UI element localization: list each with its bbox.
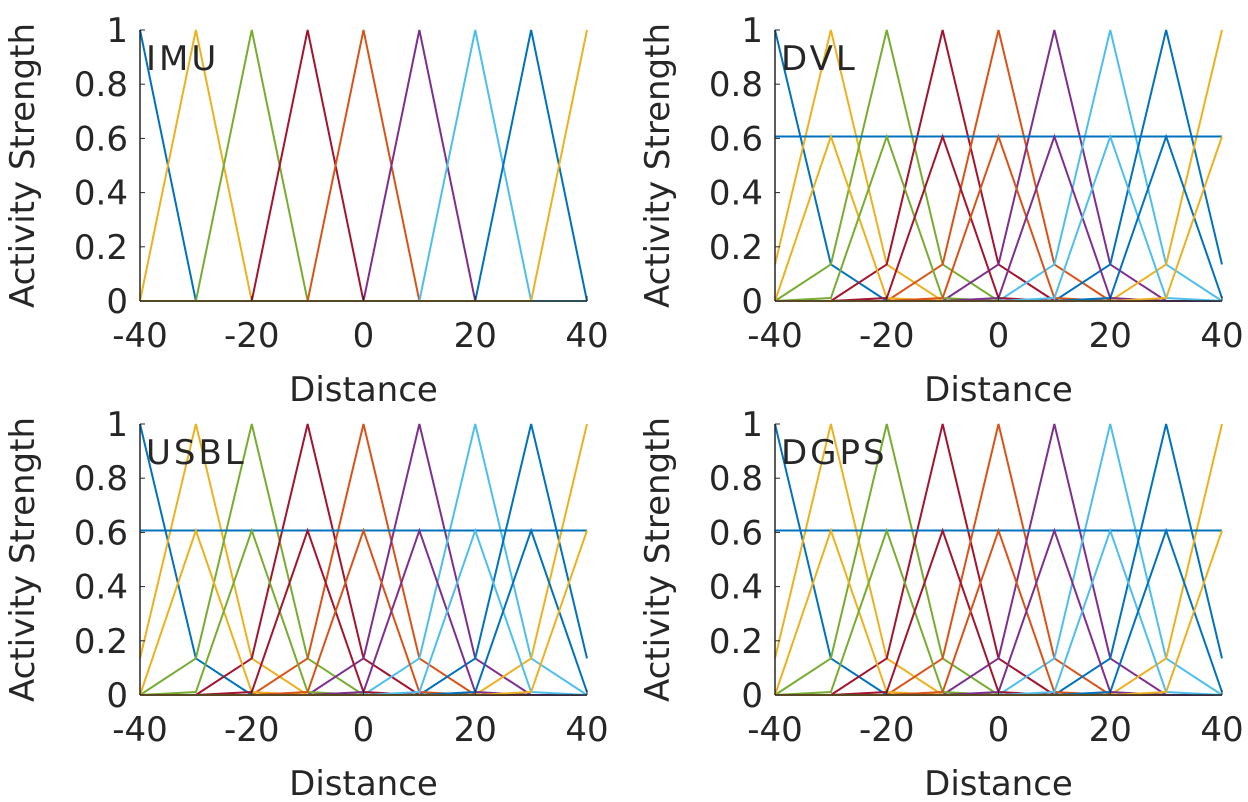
dgps-x-tick-label: -20: [859, 710, 915, 750]
panel-imu: -40 -20 0 20 40 0 0.2 0.4 0.6 0.8 1 Distance Activit…: [3, 11, 609, 410]
dgps-y-tick-label: 0.8: [709, 459, 763, 499]
dvl-y-tick-label: 0.2: [709, 228, 763, 268]
dvl-x-tick-label: -40: [747, 316, 803, 356]
usbl-y-tick-label: 0.8: [74, 459, 128, 499]
usbl-x-tick-label: 40: [565, 710, 608, 750]
imu-x-tick-label: 40: [565, 316, 608, 356]
dgps-y-axis-label: Activity Strength: [638, 417, 678, 702]
imu-y-axis-label: Activity Strength: [3, 23, 43, 308]
imu-x-tick-label: -40: [112, 316, 168, 356]
dvl-y-tick-label: 1: [741, 11, 763, 51]
usbl-y-tick-label: 1: [106, 405, 128, 445]
panel-usbl: -40 -20 0 20 40 0 0.2 0.4 0.6 0.8 1 Distance Activit…: [3, 405, 609, 802]
usbl-x-axis-label: Distance: [289, 764, 438, 802]
dvl-x-tick-label: 0: [988, 316, 1010, 356]
dvl-x-tick-label: 40: [1200, 316, 1243, 356]
dvl-y-tick-label: 0.6: [709, 119, 763, 159]
dvl-x-axis-label: Distance: [924, 370, 1073, 410]
usbl-panel-label: USBL: [146, 433, 247, 473]
dgps-y-tick-label: 0.4: [709, 568, 763, 608]
dvl-x-tick-label: -20: [859, 316, 915, 356]
imu-y-tick-label: 0: [106, 282, 128, 322]
imu-y-tick-label: 1: [106, 11, 128, 51]
usbl-x-tick-label: 0: [353, 710, 375, 750]
imu-x-tick-label: 20: [454, 316, 497, 356]
dgps-y-tick-label: 0.6: [709, 513, 763, 553]
panel-dvl: -40 -20 0 20 40 0 0.2 0.4 0.6 0.8 1 Distance Activit…: [638, 11, 1244, 410]
dvl-panel-label: DVL: [781, 39, 858, 79]
dvl-y-axis-label: Activity Strength: [638, 23, 678, 308]
dgps-y-tick-label: 1: [741, 405, 763, 445]
dgps-y-tick-label: 0: [741, 676, 763, 716]
dgps-x-tick-label: 20: [1089, 710, 1132, 750]
panel-dgps: -40 -20 0 20 40 0 0.2 0.4 0.6 0.8 1 Distance Activit…: [638, 405, 1244, 802]
dgps-panel-label: DGPS: [781, 433, 888, 473]
dgps-y-tick-label: 0.2: [709, 622, 763, 662]
imu-x-tick-label: -20: [224, 316, 280, 356]
usbl-x-tick-label: -40: [112, 710, 168, 750]
usbl-y-tick-label: 0.4: [74, 568, 128, 608]
imu-y-tick-label: 0.4: [74, 174, 128, 214]
dvl-y-tick-label: 0: [741, 282, 763, 322]
dgps-x-tick-label: 40: [1200, 710, 1243, 750]
usbl-y-tick-label: 0.6: [74, 513, 128, 553]
usbl-y-tick-label: 0: [106, 676, 128, 716]
usbl-x-tick-label: -20: [224, 710, 280, 750]
imu-x-tick-label: 0: [353, 316, 375, 356]
imu-y-tick-label: 0.6: [74, 119, 128, 159]
usbl-x-tick-label: 20: [454, 710, 497, 750]
dvl-y-tick-label: 0.4: [709, 174, 763, 214]
imu-panel-label: IMU: [146, 39, 219, 79]
imu-y-tick-label: 0.8: [74, 65, 128, 105]
usbl-y-tick-label: 0.2: [74, 622, 128, 662]
imu-y-tick-label: 0.2: [74, 228, 128, 268]
usbl-y-axis-label: Activity Strength: [3, 417, 43, 702]
dgps-x-tick-label: -40: [747, 710, 803, 750]
dvl-y-tick-label: 0.8: [709, 65, 763, 105]
dgps-x-tick-label: 0: [988, 710, 1010, 750]
dvl-x-tick-label: 20: [1089, 316, 1132, 356]
dgps-x-axis-label: Distance: [924, 764, 1073, 802]
imu-x-axis-label: Distance: [289, 370, 438, 410]
